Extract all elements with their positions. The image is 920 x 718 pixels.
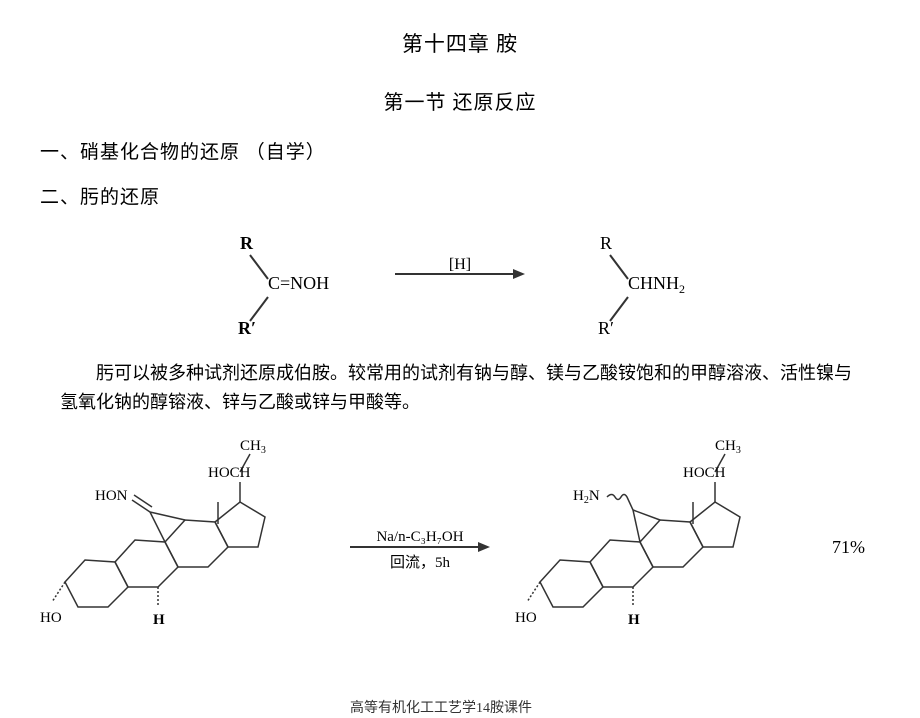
amine-center: CHNH2 bbox=[628, 273, 685, 296]
oxime-center: C=NOH bbox=[268, 273, 329, 293]
hoch-label-p: HOCH bbox=[683, 465, 726, 481]
ho-label: HO bbox=[40, 610, 62, 626]
yield-label: 71% bbox=[832, 537, 865, 558]
ch3-label-p: CH3 bbox=[715, 438, 741, 456]
arrow-label-h: [H] bbox=[449, 256, 471, 274]
arrow-condition-top: Na/n-C₃H₇OH bbox=[376, 529, 463, 546]
h2n-label: H2N bbox=[573, 488, 600, 506]
r-group-2: R′ bbox=[238, 318, 256, 338]
hoch-label: HOCH bbox=[208, 465, 251, 481]
ho-label-p: HO bbox=[515, 610, 537, 626]
reactant-structure: R C=NOH R′ bbox=[210, 229, 350, 339]
oxime-reduction-reaction: R C=NOH R′ [H] R CHNH2 R′ bbox=[0, 229, 920, 339]
steroid-product: CH3 HOCH H2N HO H bbox=[515, 432, 795, 642]
reaction-arrow-2: Na/n-C₃H₇OH 回流，5h bbox=[345, 537, 495, 562]
body-paragraph: 肟可以被多种试剂还原成伯胺。较常用的试剂有钠与醇、镁与乙酸铵饱和的甲醇溶液、活性… bbox=[60, 359, 860, 417]
section-title: 第一节 还原反应 bbox=[0, 86, 920, 115]
hon-label: HON bbox=[95, 488, 128, 504]
arrow-condition-bottom: 回流，5h bbox=[390, 551, 450, 572]
chapter-title: 第十四章 胺 bbox=[0, 28, 920, 58]
h-label: H bbox=[153, 612, 165, 628]
heading-nitro-reduction: 一、硝基化合物的还原 （自学） bbox=[40, 137, 920, 164]
steroid-reduction-reaction: CH3 HOCH HON HO H Na/n-C₃H₇OH 回流，5h bbox=[0, 432, 920, 647]
r-group-2-product: R′ bbox=[598, 318, 614, 338]
product-structure: R CHNH2 R′ bbox=[570, 229, 710, 339]
reaction-arrow: [H] bbox=[390, 264, 530, 304]
r-group-1: R bbox=[240, 233, 254, 253]
h-label-p: H bbox=[628, 612, 640, 628]
r-group-1-product: R bbox=[600, 233, 612, 253]
footer-text: 高等有机化工工艺学14胺课件 bbox=[350, 697, 532, 717]
heading-oxime-reduction: 二、肟的还原 bbox=[40, 182, 920, 209]
steroid-reactant: CH3 HOCH HON HO H bbox=[40, 432, 320, 642]
ch3-label: CH3 bbox=[240, 438, 266, 456]
